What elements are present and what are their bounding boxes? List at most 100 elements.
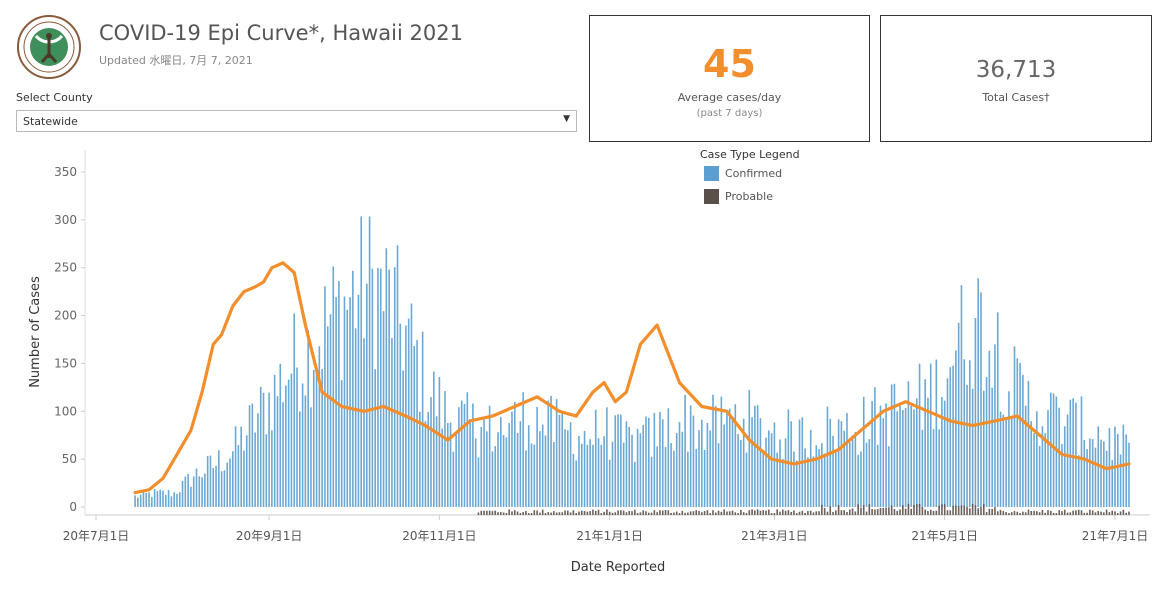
confirmed-bar <box>734 404 737 507</box>
confirmed-bar <box>561 410 564 507</box>
confirmed-bar <box>371 268 374 507</box>
confirmed-bar <box>589 439 591 507</box>
confirmed-bar <box>477 457 480 507</box>
confirmed-bar <box>231 451 234 507</box>
probable-bar <box>714 512 717 515</box>
county-select[interactable]: Statewide ▼ <box>16 110 577 132</box>
probable-bar <box>966 506 968 515</box>
confirmed-bar <box>770 433 773 507</box>
confirmed-bar <box>879 405 882 507</box>
confirmed-bar <box>692 415 695 507</box>
confirmed-bar <box>1024 405 1027 507</box>
confirmed-bar <box>1061 444 1063 507</box>
confirmed-bar <box>1049 392 1052 507</box>
probable-bar <box>508 509 510 515</box>
confirmed-bar <box>1105 450 1108 507</box>
confirmed-bar <box>483 418 485 507</box>
confirmed-bar <box>240 426 242 507</box>
confirmed-bar <box>701 419 703 507</box>
probable-bar <box>547 512 550 515</box>
confirmed-bar <box>882 418 885 507</box>
probable-bar <box>709 513 711 515</box>
probable-bar <box>765 510 767 515</box>
probable-bar <box>1061 511 1063 515</box>
confirmed-bar <box>293 313 296 507</box>
probable-bar <box>913 505 915 515</box>
probable-bar <box>1055 513 1058 515</box>
confirmed-bar <box>896 411 899 507</box>
confirmed-bar <box>558 414 561 507</box>
confirmed-bar <box>377 267 379 507</box>
confirmed-bar <box>466 392 469 507</box>
confirmed-bar <box>254 432 256 507</box>
probable-bar <box>955 505 957 515</box>
confirmed-bar <box>890 384 893 507</box>
probable-bar <box>971 503 974 515</box>
probable-bar <box>801 510 804 515</box>
confirmed-bar <box>661 419 664 507</box>
probable-bar <box>804 512 806 515</box>
confirmed-bar <box>985 377 988 507</box>
probable-bar <box>477 512 480 515</box>
chevron-down-icon[interactable]: ▼ <box>563 114 570 124</box>
confirmed-bar <box>209 455 212 507</box>
confirmed-bar <box>349 297 351 507</box>
confirmed-bar <box>159 489 162 507</box>
y-tick-label: 250 <box>54 261 77 275</box>
probable-bar <box>787 510 790 515</box>
probable-bar <box>513 510 516 515</box>
probable-bar <box>843 510 845 515</box>
probable-bar <box>614 512 617 515</box>
confirmed-bar <box>821 443 823 507</box>
confirmed-bar <box>943 400 946 507</box>
probable-bar <box>511 511 513 515</box>
confirmed-bar <box>999 411 1002 507</box>
confirmed-bar <box>513 401 516 507</box>
probable-bar <box>779 511 781 515</box>
probable-bar <box>1091 510 1094 515</box>
probable-bar <box>687 512 689 515</box>
probable-bar <box>946 510 949 515</box>
y-tick-label: 350 <box>54 165 77 179</box>
probable-bar <box>915 504 918 515</box>
confirmed-bar <box>935 359 938 507</box>
confirmed-bar <box>580 443 583 507</box>
average-cases-card: 45 Average cases/day (past 7 days) <box>589 15 870 142</box>
confirmed-bar <box>282 402 284 507</box>
confirmed-bar <box>915 398 918 507</box>
probable-bar <box>539 512 541 515</box>
probable-bar <box>851 508 854 515</box>
probable-bar <box>606 509 608 515</box>
confirmed-bar <box>848 442 851 507</box>
probable-bar <box>670 512 672 515</box>
confirmed-bar <box>1016 358 1019 507</box>
confirmed-bar <box>963 359 966 507</box>
probable-bar <box>943 503 946 515</box>
confirmed-bar <box>192 476 195 507</box>
probable-bar <box>848 509 851 515</box>
probable-bar <box>907 503 910 515</box>
confirmed-bar <box>508 423 510 507</box>
county-filter-label: Select County <box>16 91 93 104</box>
probable-bar <box>770 513 773 515</box>
confirmed-bar <box>706 422 709 507</box>
probable-bar <box>628 510 631 515</box>
confirmed-bar <box>226 462 229 507</box>
confirmed-bar <box>874 387 876 507</box>
probable-bar <box>698 510 700 515</box>
probable-bar <box>1013 511 1016 515</box>
confirmed-bar <box>1013 346 1016 507</box>
confirmed-bar <box>173 492 175 507</box>
confirmed-bar <box>982 390 985 507</box>
confirmed-bar <box>1047 410 1049 507</box>
probable-bar <box>636 513 639 515</box>
probable-bar <box>1125 512 1127 515</box>
y-tick-label: 0 <box>69 500 77 514</box>
confirmed-bar <box>656 446 658 507</box>
confirmed-bar <box>162 490 164 507</box>
confirmed-bar <box>941 396 943 507</box>
confirmed-bar <box>290 373 293 507</box>
confirmed-bar <box>1103 441 1105 507</box>
confirmed-bar <box>167 490 170 507</box>
